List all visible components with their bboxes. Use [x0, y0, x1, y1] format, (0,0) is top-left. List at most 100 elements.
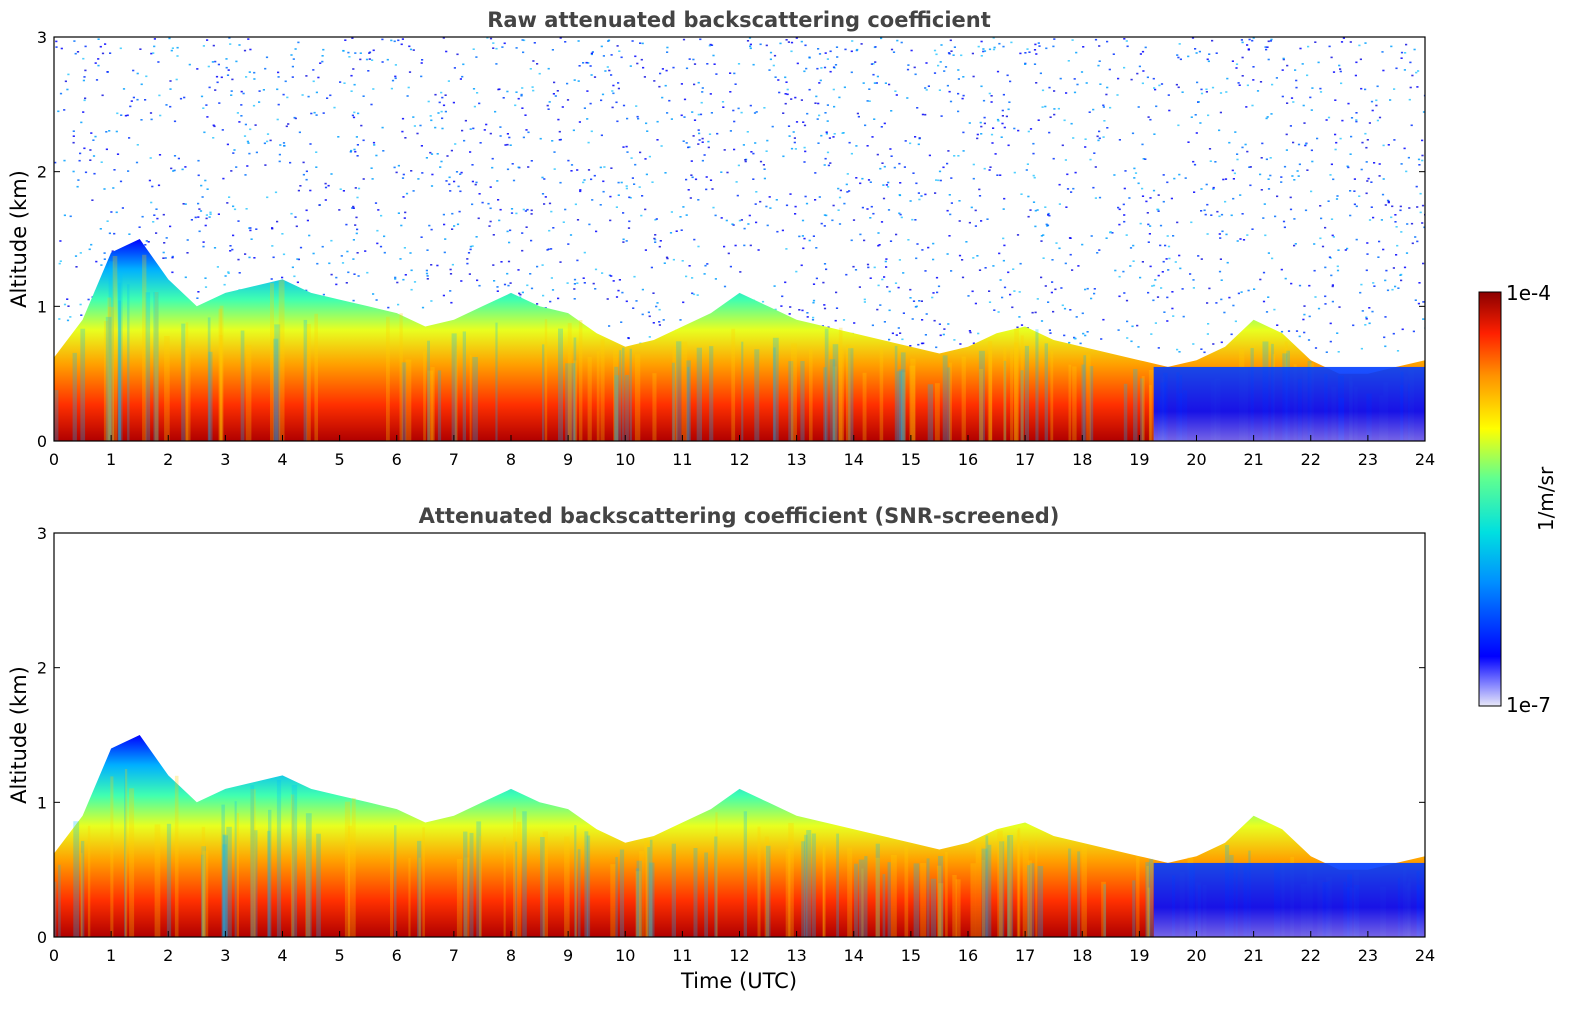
noise-speck	[105, 131, 108, 133]
noise-speck	[866, 263, 870, 266]
noise-speck	[203, 131, 206, 134]
noise-speck	[402, 173, 405, 176]
noise-speck	[1034, 225, 1037, 228]
noise-speck	[999, 279, 1002, 281]
noise-speck	[1350, 117, 1354, 119]
noise-speck	[625, 187, 628, 190]
noise-speck	[1337, 249, 1340, 251]
noise-speck	[1150, 333, 1153, 335]
streak	[291, 784, 298, 937]
noise-speck	[805, 67, 808, 70]
noise-speck	[58, 262, 61, 265]
noise-speck	[815, 95, 818, 98]
noise-speck	[639, 42, 642, 44]
noise-speck	[169, 80, 172, 82]
noise-speck	[229, 250, 232, 252]
noise-speck	[351, 207, 354, 209]
noise-speck	[305, 178, 308, 181]
noise-speck	[772, 64, 775, 67]
noise-speck	[451, 263, 454, 266]
noise-speck	[1267, 252, 1270, 254]
noise-speck	[1334, 148, 1337, 151]
noise-speck	[543, 178, 546, 180]
noise-speck	[1207, 114, 1210, 117]
noise-speck	[586, 118, 589, 120]
noise-speck	[1237, 82, 1240, 84]
noise-speck	[408, 45, 411, 48]
noise-speck	[793, 137, 796, 139]
x-tick-label: 16	[958, 450, 978, 469]
noise-speck	[1139, 53, 1142, 55]
streak	[236, 813, 239, 937]
noise-speck	[293, 275, 296, 278]
noise-speck	[281, 233, 284, 235]
noise-speck	[942, 166, 945, 169]
noise-speck	[296, 258, 299, 260]
noise-speck	[354, 187, 357, 189]
noise-speck	[562, 221, 565, 223]
noise-speck	[1019, 262, 1022, 265]
noise-speck	[1152, 299, 1155, 302]
noise-speck	[918, 198, 921, 201]
noise-speck	[866, 145, 869, 147]
noise-speck	[73, 40, 76, 42]
x-tick-label: 2	[163, 450, 173, 469]
noise-speck	[207, 65, 210, 68]
noise-speck	[752, 152, 755, 155]
noise-speck	[1156, 208, 1159, 211]
noise-speck	[996, 118, 1000, 121]
noise-speck	[788, 313, 791, 315]
streak	[634, 354, 641, 441]
streak	[714, 836, 718, 937]
noise-speck	[356, 228, 359, 231]
noise-speck	[933, 49, 937, 52]
noise-speck	[449, 190, 452, 192]
noise-speck	[863, 239, 866, 242]
streak	[904, 846, 909, 937]
noise-speck	[1080, 71, 1084, 73]
noise-speck	[647, 311, 650, 314]
noise-speck	[238, 272, 241, 274]
noise-speck	[1281, 69, 1284, 71]
streak	[185, 348, 191, 441]
noise-speck	[447, 80, 450, 82]
noise-speck	[1324, 226, 1327, 229]
y-tick-label: 3	[37, 524, 47, 543]
noise-speck	[248, 152, 251, 155]
noise-speck	[201, 196, 204, 198]
noise-speck	[866, 208, 869, 210]
streak	[540, 837, 545, 937]
x-tick-label: 9	[563, 946, 573, 965]
noise-speck	[258, 101, 261, 103]
noise-speck	[93, 172, 96, 175]
noise-speck	[961, 97, 964, 100]
noise-speck	[1366, 139, 1369, 141]
noise-speck	[1295, 86, 1298, 89]
noise-speck	[1423, 226, 1425, 229]
noise-speck	[72, 130, 75, 132]
streak	[201, 846, 206, 937]
streak	[54, 881, 57, 937]
noise-speck	[412, 116, 415, 118]
noise-speck	[360, 124, 363, 127]
noise-speck	[625, 240, 628, 242]
noise-speck	[690, 160, 693, 162]
noise-speck	[856, 48, 859, 51]
noise-speck	[658, 85, 661, 88]
noise-speck	[355, 232, 358, 235]
noise-speck	[1174, 261, 1177, 263]
noise-speck	[611, 90, 614, 92]
streak	[875, 843, 880, 937]
noise-speck	[950, 177, 953, 179]
noise-speck	[1182, 315, 1185, 318]
noise-speck	[372, 49, 375, 52]
noise-speck	[778, 91, 781, 94]
noise-speck	[726, 171, 729, 174]
noise-speck	[871, 136, 874, 138]
noise-speck	[911, 318, 914, 320]
noise-speck	[1319, 205, 1322, 207]
noise-speck	[357, 275, 360, 277]
noise-speck	[401, 117, 405, 120]
noise-speck	[710, 44, 714, 46]
noise-speck	[489, 37, 493, 40]
